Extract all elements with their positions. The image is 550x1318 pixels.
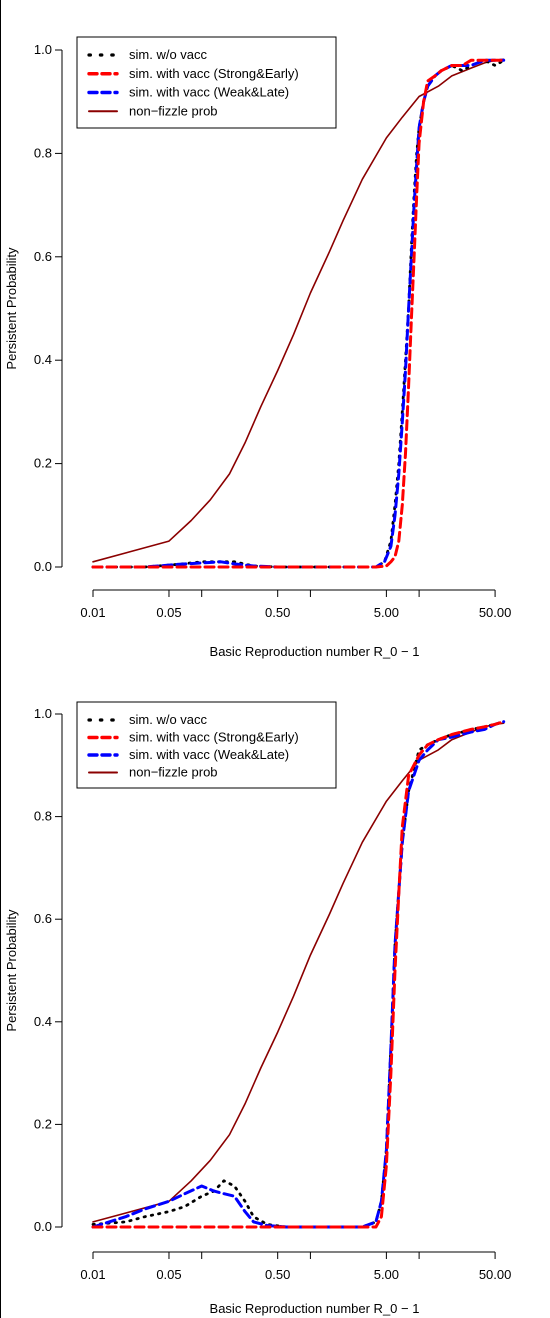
series-line-4 (92, 58, 505, 563)
series-line-3 (91, 58, 506, 569)
x-axis-label: Basic Reproduction number R_0 − 1 (210, 644, 420, 659)
series-line-1 (91, 720, 506, 1229)
y-tick-label: 0.0 (34, 1219, 52, 1234)
y-tick-label: 0.2 (34, 1116, 52, 1131)
left-border (0, 0, 1, 1318)
y-tick-label: 0.8 (34, 809, 52, 824)
legend-box (76, 701, 337, 789)
x-tick-label: 0.50 (265, 1267, 290, 1282)
series-line-2 (91, 720, 506, 1229)
x-axis-label: Basic Reproduction number R_0 − 1 (210, 1301, 420, 1316)
y-tick-label: 0.0 (34, 559, 52, 574)
legend-label: sim. w/o vacc (129, 712, 208, 727)
series-line-4 (92, 722, 505, 1223)
y-tick-label: 0.8 (34, 145, 52, 160)
series-line-3 (91, 720, 506, 1229)
y-tick-label: 0.6 (34, 249, 52, 264)
y-tick-label: 0.6 (34, 911, 52, 926)
legend-label: sim. with vacc (Strong&Early) (129, 730, 299, 745)
x-tick-label: 0.50 (265, 605, 290, 620)
y-tick-label: 0.4 (34, 352, 52, 367)
y-axis-label: Persistent Probability (4, 909, 19, 1032)
legend-label: sim. with vacc (Weak&Late) (129, 85, 289, 100)
y-tick-label: 1.0 (34, 706, 52, 721)
legend-label: sim. with vacc (Weak&Late) (129, 747, 289, 762)
series-line-2 (91, 58, 506, 569)
x-tick-label: 50.00 (479, 1267, 512, 1282)
legend-label: sim. with vacc (Strong&Early) (129, 66, 299, 81)
legend-box (76, 36, 337, 129)
series-line-1 (91, 58, 506, 569)
x-tick-label: 0.01 (80, 1267, 105, 1282)
y-tick-label: 1.0 (34, 42, 52, 57)
y-axis-label: Persistent Probability (4, 247, 19, 370)
x-tick-label: 5.00 (374, 1267, 399, 1282)
legend-label: sim. w/o vacc (129, 47, 208, 62)
chart-panel-2: 0.0 0.2 0.4 0.6 0.8 1.0 0.01 0.05 0.50 5.00 50.00 B… (4, 701, 512, 1316)
x-tick-label: 0.05 (156, 1267, 181, 1282)
x-tick-label: 0.05 (156, 605, 181, 620)
legend-label: non−fizzle prob (129, 765, 218, 780)
y-tick-label: 0.2 (34, 456, 52, 471)
x-tick-label: 5.00 (374, 605, 399, 620)
y-tick-label: 0.4 (34, 1014, 52, 1029)
chart-panel-1: 0.0 0.2 0.4 0.6 0.8 1.0 0.01 0.05 0.50 5.00 50.00 B… (4, 36, 512, 659)
legend-label: non−fizzle prob (129, 103, 218, 118)
x-tick-label: 0.01 (80, 605, 105, 620)
x-tick-label: 50.00 (479, 605, 512, 620)
